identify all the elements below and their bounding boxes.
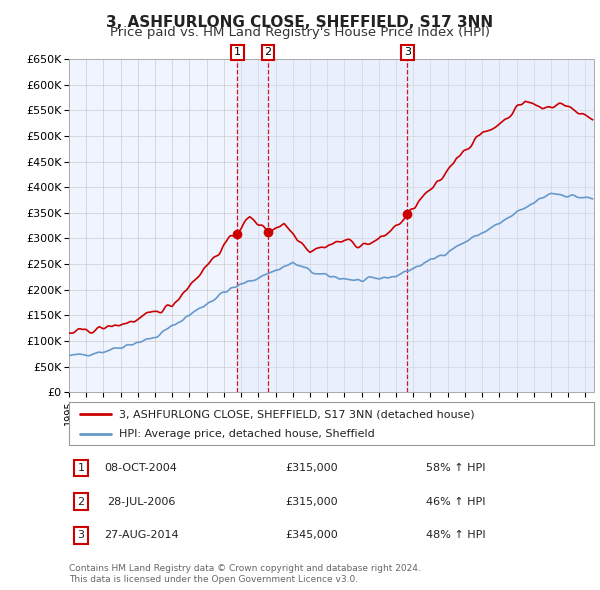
Text: 48% ↑ HPI: 48% ↑ HPI bbox=[426, 530, 486, 540]
Text: 58% ↑ HPI: 58% ↑ HPI bbox=[426, 463, 486, 473]
Text: 1: 1 bbox=[234, 47, 241, 57]
Text: HPI: Average price, detached house, Sheffield: HPI: Average price, detached house, Shef… bbox=[119, 429, 374, 439]
Text: 3, ASHFURLONG CLOSE, SHEFFIELD, S17 3NN (detached house): 3, ASHFURLONG CLOSE, SHEFFIELD, S17 3NN … bbox=[119, 409, 475, 419]
Bar bbox=[238, 59, 594, 392]
Text: 1: 1 bbox=[77, 463, 85, 473]
Text: 46% ↑ HPI: 46% ↑ HPI bbox=[426, 497, 486, 507]
Text: £345,000: £345,000 bbox=[286, 530, 338, 540]
Text: £315,000: £315,000 bbox=[286, 497, 338, 507]
Text: 27-AUG-2014: 27-AUG-2014 bbox=[104, 530, 178, 540]
Text: 3: 3 bbox=[77, 530, 85, 540]
Text: 3, ASHFURLONG CLOSE, SHEFFIELD, S17 3NN: 3, ASHFURLONG CLOSE, SHEFFIELD, S17 3NN bbox=[106, 15, 494, 30]
Text: £315,000: £315,000 bbox=[286, 463, 338, 473]
Text: 2: 2 bbox=[77, 497, 85, 507]
Text: 28-JUL-2006: 28-JUL-2006 bbox=[107, 497, 175, 507]
Text: Contains HM Land Registry data © Crown copyright and database right 2024.: Contains HM Land Registry data © Crown c… bbox=[69, 565, 421, 573]
Text: Price paid vs. HM Land Registry's House Price Index (HPI): Price paid vs. HM Land Registry's House … bbox=[110, 26, 490, 39]
Text: 3: 3 bbox=[404, 47, 411, 57]
Text: 08-OCT-2004: 08-OCT-2004 bbox=[104, 463, 178, 473]
Text: 2: 2 bbox=[265, 47, 272, 57]
Text: This data is licensed under the Open Government Licence v3.0.: This data is licensed under the Open Gov… bbox=[69, 575, 358, 584]
